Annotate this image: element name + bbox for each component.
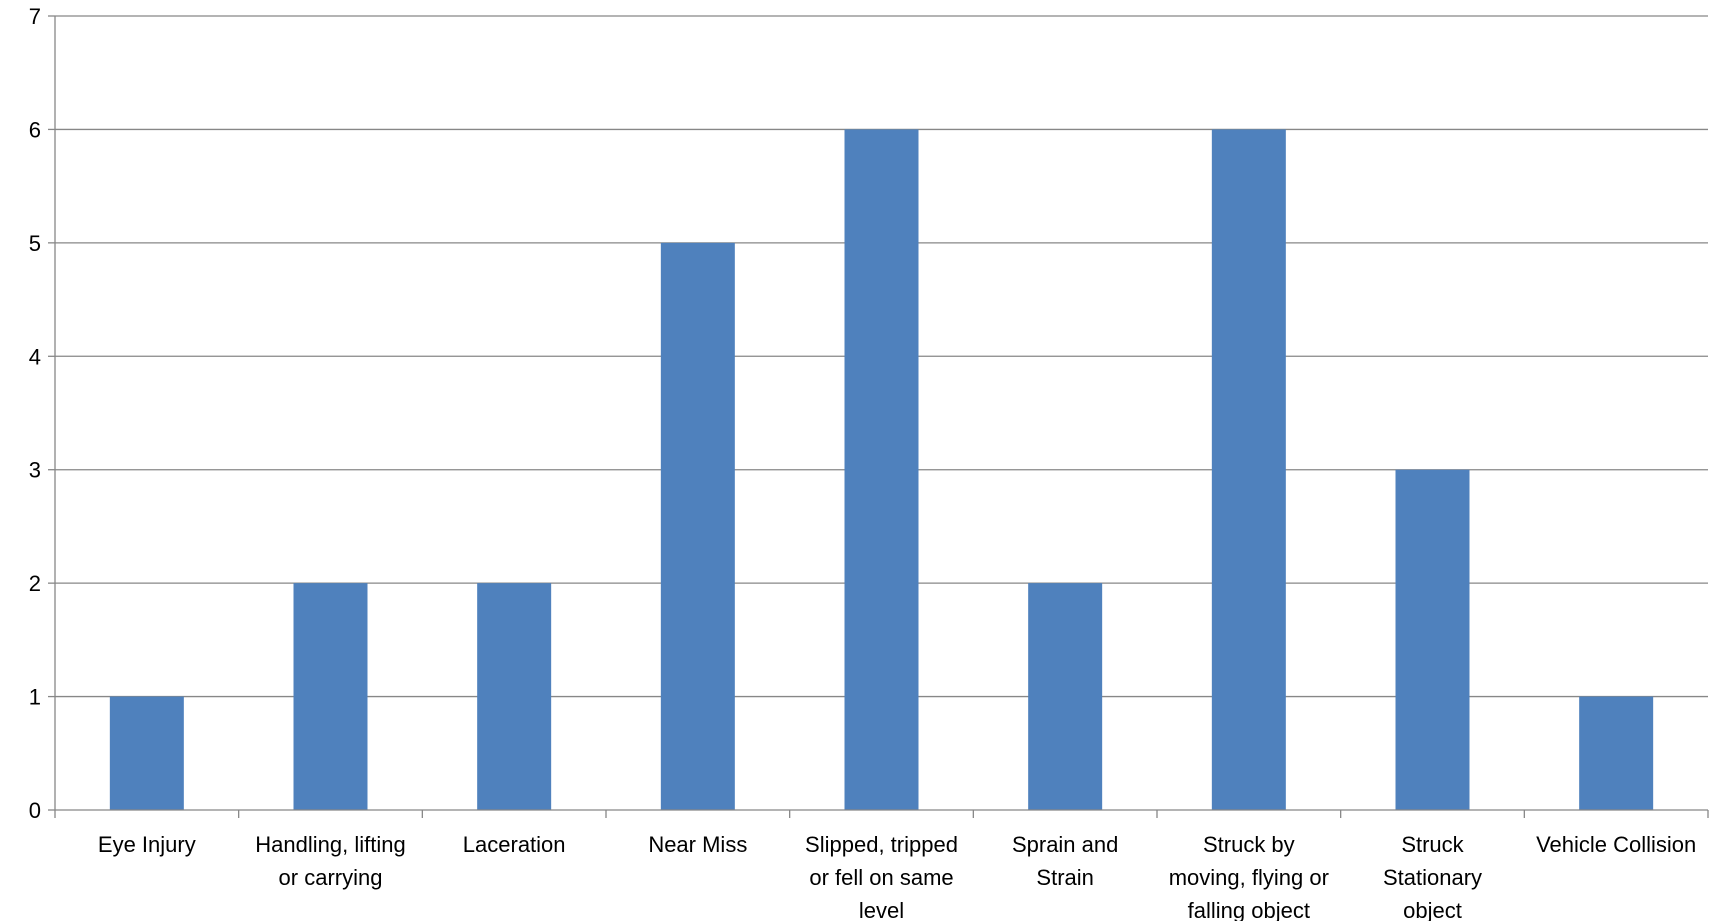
- x-category-label: Struck by moving, flying or falling object: [1169, 832, 1329, 921]
- x-category-label-line: level: [859, 898, 904, 921]
- x-category-label: Slipped, tripped or fell on same level: [805, 832, 958, 921]
- x-category-label-line: object: [1403, 898, 1462, 921]
- x-category-label-line: Vehicle Collision: [1536, 832, 1696, 857]
- y-tick-label: 5: [29, 231, 41, 256]
- y-tick-label: 2: [29, 571, 41, 596]
- x-category-label-line: Sprain and: [1012, 832, 1118, 857]
- x-category-label-line: Slipped, tripped: [805, 832, 958, 857]
- x-category-label-line: or fell on same: [809, 865, 953, 890]
- bar: [1395, 469, 1470, 810]
- x-category-label: Sprain and Strain: [1012, 832, 1118, 890]
- x-category-label: Near Miss: [648, 832, 747, 857]
- x-category-label-line: moving, flying or: [1169, 865, 1329, 890]
- x-category-label-line: falling object: [1188, 898, 1310, 921]
- x-category-label-line: Struck: [1401, 832, 1464, 857]
- x-category-label-line: Near Miss: [648, 832, 747, 857]
- bar: [109, 696, 184, 810]
- axes: [48, 15, 1709, 818]
- y-tick-label: 3: [29, 458, 41, 483]
- y-tick-label: 7: [29, 4, 41, 29]
- x-category-label-line: Stationary: [1383, 865, 1482, 890]
- x-category-label: Eye Injury: [98, 832, 196, 857]
- x-category-label-line: or carrying: [279, 865, 383, 890]
- bar: [660, 242, 735, 810]
- y-tick-label: 4: [29, 344, 41, 369]
- y-tick-labels: 0 1 2 3 4 5 6 7: [29, 4, 41, 823]
- bar: [293, 583, 368, 810]
- y-tick-label: 0: [29, 798, 41, 823]
- x-category-label-line: Laceration: [463, 832, 566, 857]
- x-category-labels: Eye Injury Handling, lifting or carrying La…: [98, 832, 1696, 921]
- x-category-label: Struck Stationary object: [1383, 832, 1482, 921]
- bar: [1028, 583, 1103, 810]
- x-category-label-line: Strain: [1036, 865, 1093, 890]
- x-category-label-line: Struck by: [1203, 832, 1295, 857]
- x-category-label: Vehicle Collision: [1536, 832, 1696, 857]
- x-category-label-line: Handling, lifting: [255, 832, 405, 857]
- y-tick-label: 1: [29, 685, 41, 710]
- x-category-label: Handling, lifting or carrying: [255, 832, 405, 890]
- bar: [1579, 696, 1654, 810]
- bar: [1211, 129, 1286, 810]
- x-category-label: Laceration: [463, 832, 566, 857]
- bars: [109, 129, 1654, 810]
- y-tick-label: 6: [29, 117, 41, 142]
- bar: [844, 129, 919, 810]
- x-category-label-line: Eye Injury: [98, 832, 196, 857]
- bar: [477, 583, 552, 810]
